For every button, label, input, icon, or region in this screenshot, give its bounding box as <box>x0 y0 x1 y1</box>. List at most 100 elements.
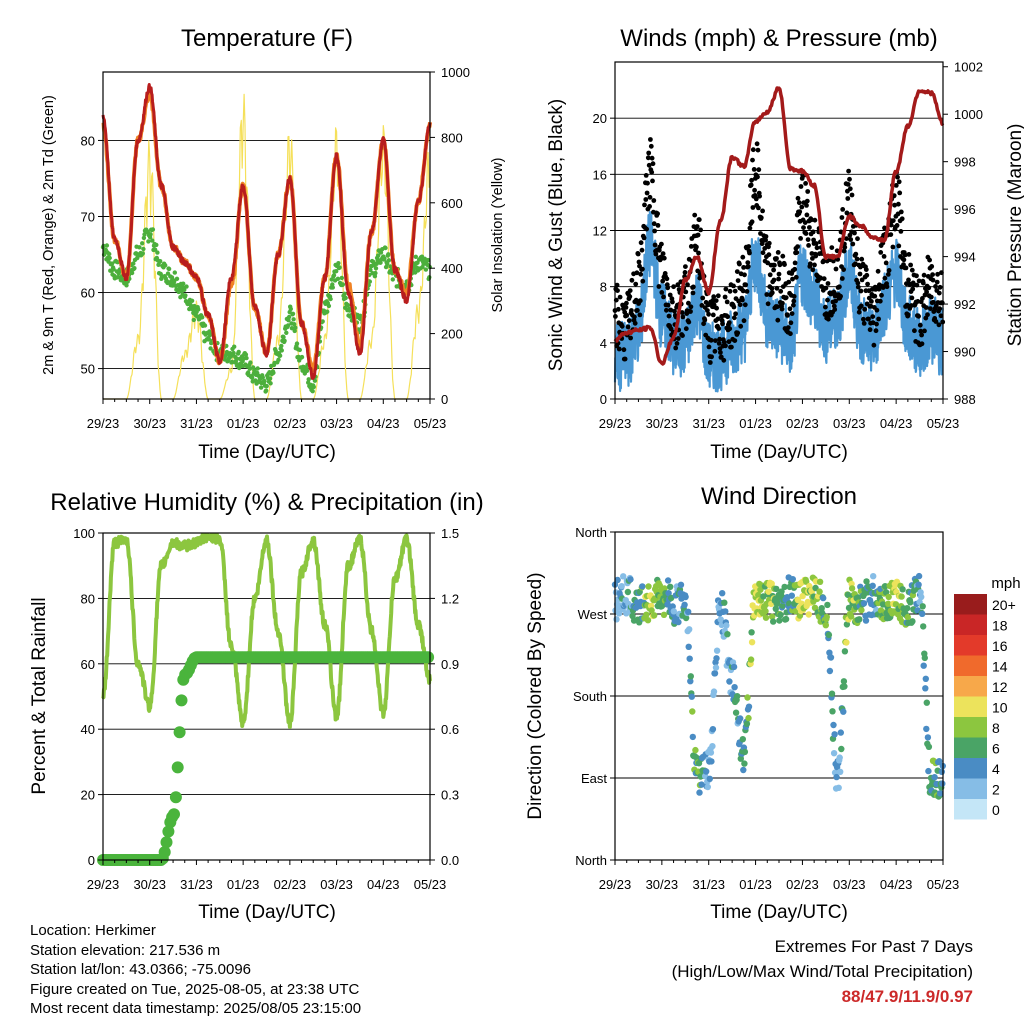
gust-point <box>788 320 794 326</box>
wind-direction-point <box>709 743 716 750</box>
gust-point <box>710 298 716 303</box>
dewpoint-point <box>141 246 146 252</box>
direction-x-tick-label: 01/23 <box>739 877 772 892</box>
wind-direction-point <box>772 605 779 612</box>
wind-direction-point <box>937 790 944 797</box>
temperature-x-tick-label: 29/23 <box>87 416 120 431</box>
dewpoint-point <box>183 293 188 298</box>
gust-point <box>640 266 645 272</box>
dewpoint-point <box>271 370 276 375</box>
wind-direction-point <box>703 768 710 775</box>
gust-point <box>738 323 744 329</box>
gust-point <box>763 237 768 243</box>
wind-direction-point <box>816 578 824 585</box>
gust-point <box>833 266 839 272</box>
humidity-y2-tick-label: 0.3 <box>441 788 459 803</box>
gust-point <box>651 221 657 227</box>
wind-direction-point <box>925 743 933 750</box>
gust-point <box>643 197 649 202</box>
gust-point <box>931 299 936 305</box>
temperature-title: Temperature (F) <box>181 25 353 52</box>
wind-direction-point <box>682 593 689 601</box>
gust-point <box>879 292 884 298</box>
direction-x-tick-label: 31/23 <box>692 877 725 892</box>
gust-point <box>665 285 671 291</box>
wind-direction-point <box>734 693 741 700</box>
gust-point <box>714 305 719 311</box>
dewpoint-point <box>378 250 384 255</box>
gust-point <box>832 307 838 312</box>
legend-swatch <box>954 676 987 697</box>
gust-point <box>688 244 694 249</box>
gust-point <box>734 269 740 274</box>
wind-direction-point <box>925 767 932 775</box>
humidity-x-axis-label: Time (Day/UTC) <box>198 902 336 923</box>
wind-direction-point <box>682 614 690 622</box>
wind-direction-point <box>730 663 738 671</box>
dewpoint-point <box>374 261 379 266</box>
legend-label: 12 <box>992 679 1008 695</box>
gust-point <box>724 299 730 305</box>
wind-direction-point <box>696 789 703 796</box>
gust-point <box>795 195 801 201</box>
gust-point <box>792 266 798 272</box>
gust-point <box>707 360 713 365</box>
gust-point <box>750 157 755 163</box>
dewpoint-point <box>311 384 316 390</box>
winds-x-axis-label: Time (Day/UTC) <box>710 442 848 463</box>
humidity-x-tick-label: 01/23 <box>227 877 260 892</box>
precipitation-point <box>158 846 171 859</box>
dewpoint-point <box>150 238 155 243</box>
gust-point <box>753 196 759 202</box>
gust-point <box>904 302 910 308</box>
gust-point <box>694 224 700 229</box>
gust-point <box>760 208 765 214</box>
gust-point <box>837 284 842 290</box>
gust-point <box>783 295 789 300</box>
temperature-x-tick-label: 01/23 <box>227 416 260 431</box>
wind-direction-point <box>885 593 892 601</box>
temperature-y-tick-label: 70 <box>81 209 95 224</box>
humidity-x-tick-label: 29/23 <box>87 877 120 892</box>
gust-point <box>785 313 790 318</box>
gust-point <box>744 289 750 294</box>
wind-direction-point <box>645 583 652 590</box>
gust-point <box>807 261 813 267</box>
gust-point <box>688 309 693 314</box>
gust-point <box>750 147 756 153</box>
gust-point <box>742 302 748 308</box>
gust-point <box>742 272 747 278</box>
gust-point <box>910 286 916 292</box>
dewpoint-point <box>291 317 296 322</box>
gust-point <box>874 307 880 313</box>
dewpoint-point <box>258 385 264 390</box>
wind-direction-point <box>856 616 863 623</box>
gust-point <box>929 264 935 269</box>
gust-point <box>861 316 866 322</box>
gust-point <box>802 220 808 226</box>
gust-point <box>928 294 934 300</box>
gust-point <box>715 316 721 322</box>
wind-direction-point <box>743 720 751 727</box>
gust-point <box>741 265 746 270</box>
direction-y-tick-label: South <box>573 689 607 704</box>
wind-direction-point <box>920 623 927 630</box>
dewpoint-point <box>325 309 330 314</box>
dewpoint-point <box>202 323 208 328</box>
dewpoint-point <box>427 275 432 280</box>
legend-label: 14 <box>992 659 1008 675</box>
gust-point <box>899 216 905 222</box>
gust-point <box>934 279 940 285</box>
gust-point <box>735 278 741 283</box>
gust-point <box>792 260 798 266</box>
gust-point <box>812 262 817 268</box>
direction-x-tick-label: 30/23 <box>646 877 679 892</box>
temperature-y2-tick-label: 1000 <box>441 65 470 80</box>
gust-point <box>806 243 811 248</box>
gust-point <box>840 207 846 212</box>
gust-point <box>909 295 915 301</box>
wind-direction-point <box>820 594 827 602</box>
dewpoint-point <box>292 322 297 327</box>
dewpoint-point <box>155 250 160 255</box>
gust-point <box>849 192 855 198</box>
